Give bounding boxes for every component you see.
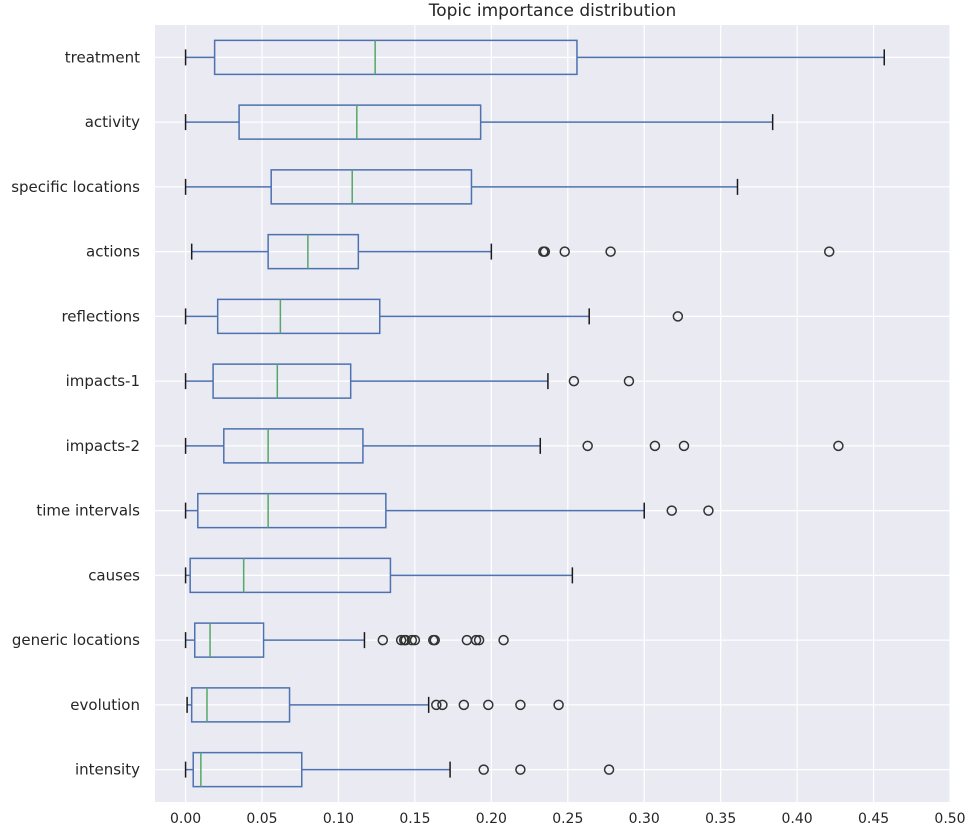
outlier-point <box>568 375 580 387</box>
outlier-point <box>603 764 615 775</box>
outlier-point <box>539 246 551 257</box>
plot-area <box>155 25 950 802</box>
y-tick-label: causes <box>88 566 140 584</box>
outlier-point <box>458 699 470 711</box>
outlier-point <box>833 440 844 452</box>
outlier-point <box>470 634 482 646</box>
y-tick-label: impacts-1 <box>66 372 140 390</box>
iqr-box <box>189 557 392 594</box>
y-tick-label: generic locations <box>12 631 140 649</box>
outlier-point <box>498 634 509 646</box>
x-tick-label: 0.40 <box>782 811 813 827</box>
x-tick-label: 0.35 <box>705 811 736 827</box>
iqr-box <box>267 233 360 270</box>
iqr-box <box>223 428 364 464</box>
outlier-point <box>409 634 421 646</box>
x-tick-label: 0.20 <box>476 811 507 827</box>
outlier-point <box>515 699 526 711</box>
x-tick-label: 0.00 <box>170 811 201 827</box>
x-tick-label: 0.15 <box>399 811 430 827</box>
outlier-point <box>429 634 441 646</box>
y-tick-label: specific locations <box>11 178 140 196</box>
y-tick-label: evolution <box>70 696 140 714</box>
iqr-box <box>190 687 291 723</box>
outlier-point <box>515 764 526 775</box>
x-tick-label: 0.45 <box>858 811 889 827</box>
iqr-box <box>238 104 482 140</box>
box-impacts-2 <box>184 428 844 464</box>
outlier-point <box>605 246 616 257</box>
outlier-point <box>395 634 407 646</box>
outlier-point <box>823 246 835 257</box>
box-specific-locations <box>184 169 739 205</box>
outlier-point <box>473 634 485 646</box>
box-actions <box>190 233 835 270</box>
outlier-point <box>406 634 418 646</box>
outlier-point <box>649 440 661 452</box>
iqr-box <box>270 169 473 205</box>
boxes <box>184 39 886 788</box>
outlier-point <box>703 505 714 516</box>
outlier-point <box>672 311 684 322</box>
outlier-point <box>478 764 489 775</box>
box-intensity <box>184 751 615 788</box>
box-treatment <box>184 39 886 76</box>
x-tick-label: 0.10 <box>323 811 354 827</box>
y-tick-label: intensity <box>75 761 140 779</box>
outlier-point <box>582 440 593 452</box>
iqr-box <box>213 39 578 76</box>
iqr-box <box>212 363 352 399</box>
iqr-box <box>192 751 303 788</box>
y-tick-label: activity <box>85 113 140 131</box>
box-activity <box>184 104 774 140</box>
iqr-box <box>216 298 381 335</box>
y-tick-labels: treatment activity specific locations actio… <box>11 48 140 778</box>
x-tick-label: 0.25 <box>552 811 583 827</box>
y-tick-label: treatment <box>65 48 140 66</box>
outlier-point <box>431 699 442 711</box>
box-impacts-1 <box>184 363 635 399</box>
x-tick-labels: 0.00 0.05 0.10 0.15 0.20 0.25 0.30 0.35 0.40 0.45… <box>170 811 966 827</box>
box-time-intervals <box>184 492 714 529</box>
outlier-point <box>437 699 448 711</box>
outlier-point <box>553 699 564 711</box>
outlier-point <box>623 375 635 387</box>
outlier-point <box>678 440 690 452</box>
y-tick-label: reflections <box>61 307 140 325</box>
box-generic-locations <box>184 622 509 658</box>
chart-title: Topic importance distribution <box>428 1 677 21</box>
x-tick-label: 0.30 <box>629 811 660 827</box>
outlier-point <box>483 699 494 711</box>
box-evolution <box>186 687 564 723</box>
y-tick-label: impacts-2 <box>66 437 140 455</box>
y-tick-label: actions <box>86 243 140 261</box>
box-causes <box>184 557 574 594</box>
outlier-point <box>377 634 389 646</box>
x-tick-label: 0.50 <box>934 811 965 827</box>
x-tick-label: 0.05 <box>246 811 277 827</box>
iqr-box <box>194 622 265 658</box>
y-tick-label: time intervals <box>36 502 140 520</box>
outlier-point <box>559 246 570 257</box>
outlier-point <box>666 505 677 516</box>
iqr-box <box>197 492 387 529</box>
box-reflections <box>184 298 684 335</box>
